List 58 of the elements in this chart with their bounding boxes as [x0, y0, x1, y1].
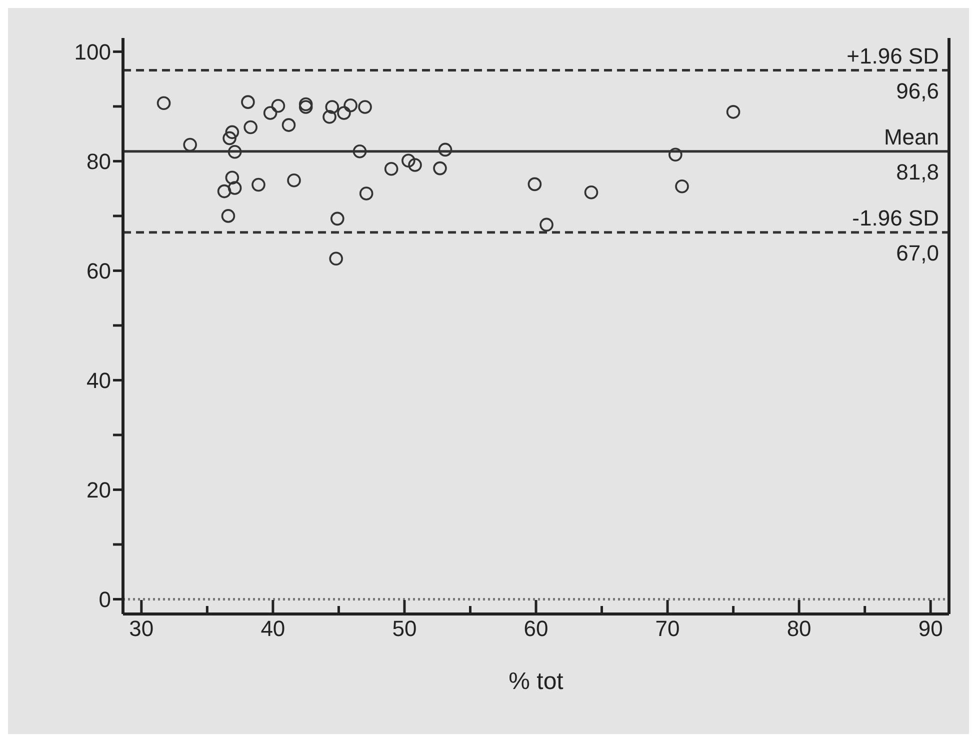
x-tick-label: 80 [786, 616, 812, 641]
point [241, 95, 255, 109]
y-tick-label: 40 [86, 368, 111, 394]
y-tick-label: 20 [86, 478, 111, 503]
point [252, 178, 266, 192]
point [352, 144, 367, 158]
annotation: 67,0 [896, 240, 939, 266]
point [329, 252, 343, 266]
x-axis-title: % tot [508, 668, 564, 695]
point [156, 96, 171, 110]
point [668, 148, 682, 162]
point [330, 212, 344, 226]
point [359, 186, 374, 200]
point [263, 106, 278, 120]
y-tick-label: 80 [86, 149, 111, 174]
y-tick-label: 100 [74, 40, 111, 64]
point [358, 100, 372, 114]
point [244, 120, 258, 134]
y-tick-label: 60 [86, 258, 111, 284]
point [298, 100, 313, 114]
annotation: 81,8 [896, 159, 939, 184]
point [325, 100, 340, 114]
point [540, 218, 554, 232]
point [322, 110, 336, 124]
point [221, 209, 236, 223]
point [528, 177, 542, 192]
point [287, 173, 301, 188]
x-tick-label: 50 [392, 616, 417, 641]
point [726, 105, 740, 119]
point [438, 142, 452, 157]
point [217, 184, 232, 198]
point [225, 170, 240, 185]
x-tick-label: 60 [524, 616, 548, 641]
x-tick-label: 90 [918, 616, 943, 641]
ref-line-label: Mean [884, 124, 939, 150]
ref-line-label: -1.96 SD [852, 205, 939, 230]
point [337, 106, 351, 120]
point [408, 158, 422, 172]
point [183, 138, 197, 152]
point [222, 131, 236, 146]
point [228, 144, 242, 159]
point [675, 179, 689, 194]
ref-line-label: +1.96 SD [846, 43, 939, 68]
point [384, 162, 398, 176]
x-tick-label: 70 [655, 616, 680, 641]
point [402, 154, 416, 168]
annotation: 96,6 [896, 78, 939, 104]
y-tick-label: 0 [98, 587, 111, 612]
point [584, 186, 598, 200]
point [225, 125, 240, 140]
x-tick-label: 40 [260, 616, 286, 641]
point [344, 98, 358, 112]
x-tick-label: 30 [129, 616, 154, 641]
point [282, 118, 296, 132]
point [271, 98, 286, 113]
point [433, 161, 447, 176]
point [228, 181, 242, 195]
point [298, 97, 313, 112]
